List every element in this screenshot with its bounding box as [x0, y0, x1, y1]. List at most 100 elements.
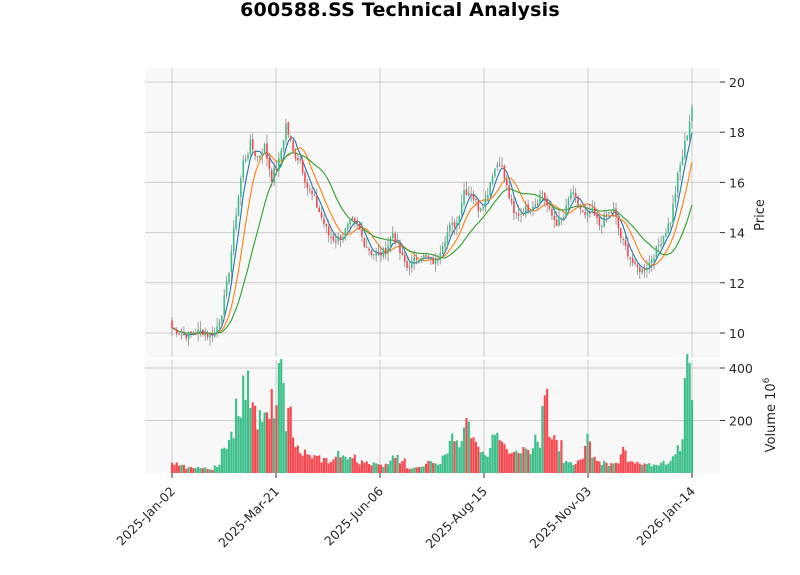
volume-bar [567, 462, 570, 473]
volume-bar [242, 375, 245, 473]
volume-bar [657, 465, 660, 473]
candle [358, 223, 361, 230]
volume-bar [555, 439, 558, 473]
volume-bar [562, 462, 565, 473]
candle [199, 329, 202, 331]
candle [308, 189, 311, 191]
candle [266, 143, 268, 159]
candle [581, 210, 584, 212]
candle [553, 215, 556, 220]
candle [327, 226, 330, 236]
candle [529, 209, 532, 213]
volume-bar [382, 466, 385, 473]
candle [546, 199, 548, 206]
candle [536, 203, 539, 205]
candle [206, 332, 209, 338]
candle [418, 260, 420, 262]
candle [425, 255, 427, 257]
candle [403, 255, 406, 263]
date-x-axis: 2025-Jan-02 2025-Mar-21 2025-Jun-06 2025-Au… [113, 473, 698, 551]
volume-bar [375, 463, 378, 473]
candle [634, 262, 636, 264]
volume-bar [320, 462, 323, 473]
candle [603, 214, 605, 227]
candle [223, 295, 226, 316]
candle [688, 121, 691, 137]
volume-bar [275, 405, 278, 473]
volume-bar [211, 469, 214, 473]
volume-bar [524, 448, 527, 473]
candle [579, 206, 582, 210]
candle [306, 182, 309, 189]
candle [249, 139, 252, 155]
candle [686, 135, 689, 141]
candle [589, 212, 591, 214]
volume-bar [349, 456, 352, 473]
volume-bar [356, 462, 359, 473]
price-y-axis: 10 12 14 16 18 20 [720, 75, 745, 341]
volume-bar [398, 463, 402, 473]
volume-bar [270, 388, 273, 473]
candle [289, 136, 292, 141]
volume-bar [261, 421, 264, 473]
price-panel [145, 68, 720, 357]
volume-bar [389, 460, 392, 473]
candle [285, 123, 287, 141]
volume-bar [360, 460, 364, 473]
volume-bar [491, 434, 494, 473]
volume-axis-label: Volume 106 [762, 377, 779, 452]
candle [377, 252, 380, 254]
volume-bar [493, 434, 496, 473]
candle [572, 192, 575, 194]
volume-bar [446, 453, 449, 473]
volume-bar [182, 464, 185, 473]
candle [591, 207, 594, 213]
ma-mid-line [171, 147, 693, 335]
volume-bar [282, 382, 285, 473]
volume-bar [679, 451, 682, 473]
candle [301, 159, 304, 174]
volume-bar [394, 458, 397, 473]
volume-bar [396, 454, 399, 473]
volume-bar [225, 448, 228, 473]
candle [339, 235, 342, 240]
candle [237, 196, 240, 217]
candle [251, 139, 254, 150]
volume-bar [650, 466, 653, 473]
candle [413, 257, 415, 262]
volume-bar [251, 402, 254, 473]
candle [555, 219, 558, 226]
candle [263, 144, 266, 154]
volume-bar [619, 454, 622, 473]
candle [261, 154, 264, 156]
volume-bar [301, 455, 304, 473]
volume-bar [441, 455, 444, 473]
candle [513, 201, 515, 214]
candle [399, 242, 401, 254]
candle [259, 155, 261, 158]
volume-bar [631, 461, 634, 473]
volume-bar [569, 462, 572, 473]
candle [304, 172, 306, 183]
volume-bar [633, 463, 637, 473]
volume-bar [662, 460, 665, 473]
volume-bar [486, 456, 489, 473]
volume-bar [339, 457, 342, 473]
volume-bar [465, 418, 468, 473]
moving-average-lines [171, 132, 693, 336]
volume-bar [531, 448, 534, 473]
volume-bar [237, 416, 240, 473]
volume-bar [688, 363, 691, 473]
candle [361, 229, 363, 237]
candle [282, 140, 285, 151]
volume-bar [572, 464, 575, 473]
volume-bar [541, 405, 544, 473]
volume-bar [277, 362, 280, 473]
x-tick-label: 2025-Jan-02 [113, 484, 178, 549]
volume-bar [337, 450, 340, 473]
candle [586, 212, 589, 216]
candle [365, 247, 368, 249]
volume-bar [610, 463, 613, 473]
volume-bar [365, 461, 368, 473]
volume-bar [325, 458, 328, 473]
